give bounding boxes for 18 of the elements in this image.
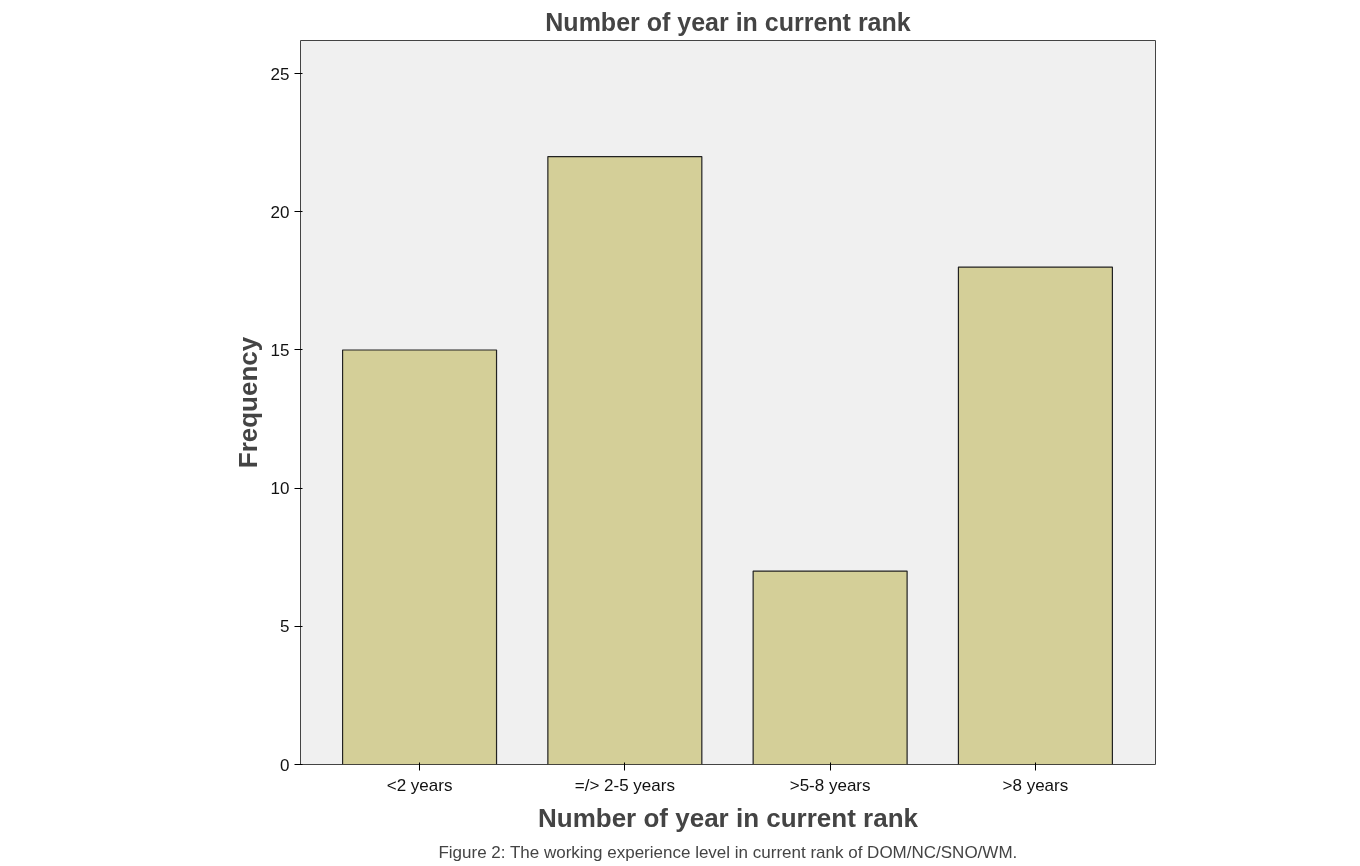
- y-tick-label: 5: [280, 617, 290, 637]
- y-tick-label: 0: [280, 755, 290, 775]
- x-tick-label: <2 years: [386, 775, 453, 795]
- bar: [547, 155, 703, 765]
- x-tick-label: =/> 2-5 years: [574, 775, 675, 795]
- y-tick-label: 10: [270, 479, 290, 499]
- bar: [341, 349, 498, 765]
- y-tick-label: 25: [270, 64, 290, 84]
- y-tick-label: 20: [270, 202, 290, 222]
- x-tick-label: >5-8 years: [789, 775, 871, 795]
- bar: [752, 570, 908, 765]
- y-tick-label: 15: [270, 341, 290, 360]
- x-tick-label: >8 years: [1002, 775, 1069, 795]
- x-axis-title: Number of year in current rank: [538, 802, 919, 833]
- chart-title: Number of year in current rank: [545, 7, 911, 36]
- bar: [957, 266, 1113, 765]
- y-axis-title: Frequency: [232, 336, 263, 469]
- caption: Figure 2: The working experience level in current rank of DOM/NC/SNO/WM.: [438, 842, 1018, 862]
